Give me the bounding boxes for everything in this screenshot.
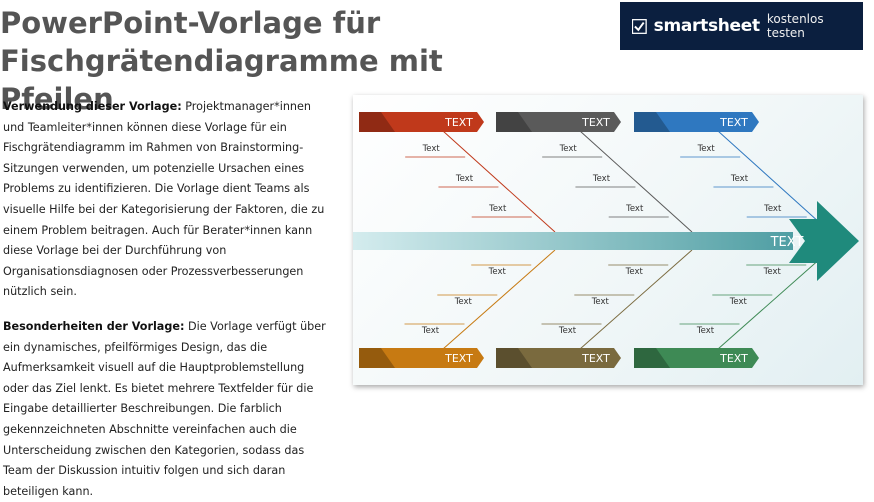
features-text: Die Vorlage verfügt über ein dynamisches… (3, 319, 326, 498)
bottom-bone (442, 249, 556, 350)
cause-label: Text (488, 267, 507, 277)
fishbone-svg: TEXT TEXT TEXT TEXT TEXT TEXT Text Text Text Tex… (353, 112, 859, 368)
cause-label: Text (763, 204, 782, 214)
title-line-1: PowerPoint-Vorlage für (0, 6, 381, 40)
usage-text: Projektmanager*innen und Teamleiter*inne… (3, 100, 325, 299)
bottom-category-1-shade (359, 348, 395, 368)
top-bone (717, 130, 831, 233)
cause-label: Text (454, 297, 473, 307)
top-category-2-label: TEXT (581, 116, 610, 129)
cause-label: Text (592, 174, 611, 184)
bottom-category-1 (359, 348, 484, 368)
cause-label: Text (625, 267, 644, 277)
top-category-3 (634, 112, 759, 132)
smartsheet-logo-icon (632, 18, 647, 34)
top-category-1-shade (359, 112, 395, 132)
top-category-3-label: TEXT (719, 116, 748, 129)
trial-cta-label: kostenlos testen (766, 12, 824, 40)
fishbone-diagram-preview: TEXT TEXT TEXT TEXT TEXT TEXT Text Text Text Tex… (353, 95, 863, 385)
cause-label: Text (730, 174, 749, 184)
title-line-3: Pfeilen (0, 82, 114, 116)
top-category-2-shade (496, 112, 532, 132)
bottom-category-2 (496, 348, 621, 368)
features-label: Besonderheiten der Vorlage: (3, 319, 185, 333)
cause-label: Text (559, 144, 578, 154)
smartsheet-trial-button[interactable]: smartsheet kostenlos testen (620, 2, 863, 50)
top-category-1 (359, 112, 484, 132)
spine-bar (353, 232, 793, 250)
cause-label: Text (625, 204, 644, 214)
cause-label: Text (421, 326, 440, 336)
top-category-3-shade (634, 112, 670, 132)
cause-label: Text (422, 144, 441, 154)
bottom-category-3-shade (634, 348, 670, 368)
title-line-2: Fischgrätendiagramme mit (0, 44, 443, 78)
top-bone (442, 130, 556, 233)
cause-label: Text (763, 267, 782, 277)
cause-label: Text (558, 326, 577, 336)
bottom-bone (717, 249, 831, 350)
usage-paragraph: Verwendung dieser Vorlage: Projektmanage… (3, 97, 333, 303)
cause-label: Text (697, 144, 716, 154)
bottom-category-3 (634, 348, 759, 368)
bottom-category-3-label: TEXT (719, 352, 748, 365)
usage-label: Verwendung dieser Vorlage: (3, 100, 182, 113)
page-title: PowerPoint-Vorlage für Fischgrätendiagra… (0, 4, 470, 118)
cause-label: Text (729, 297, 748, 307)
top-category-2 (496, 112, 621, 132)
cause-label: Text (591, 297, 610, 307)
head-label: TEXT (770, 235, 804, 250)
bottom-category-2-label: TEXT (581, 352, 610, 365)
bottom-category-1-label: TEXT (444, 352, 473, 365)
template-description: Verwendung dieser Vorlage: Projektmanage… (3, 97, 333, 502)
features-paragraph: Besonderheiten der Vorlage: Die Vorlage … (3, 317, 333, 502)
bottom-bone (579, 249, 693, 350)
cause-label: Text (696, 326, 715, 336)
cause-label: Text (455, 174, 474, 184)
bottom-category-2-shade (496, 348, 532, 368)
brand-name: smartsheet (653, 16, 761, 36)
spine-arrow-head (789, 201, 859, 281)
top-category-1-label: TEXT (444, 116, 473, 129)
top-bone (579, 130, 693, 233)
cause-label: Text (488, 204, 507, 214)
